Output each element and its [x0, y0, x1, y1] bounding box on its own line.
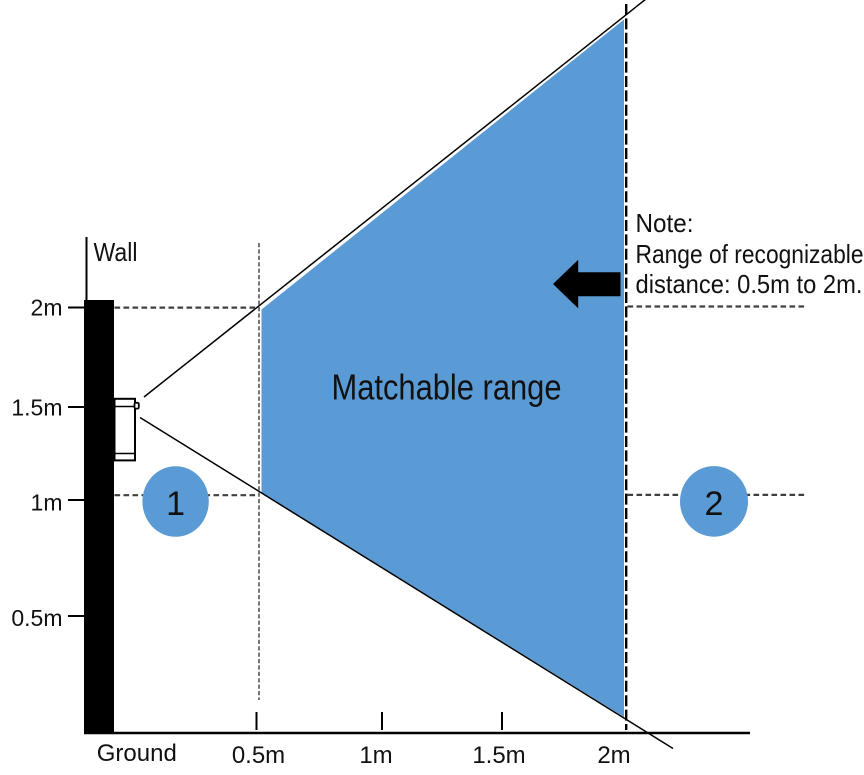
svg-text:Range of recognizable: Range of recognizable: [636, 239, 864, 269]
svg-text:0.5m: 0.5m: [232, 742, 285, 769]
svg-text:1m: 1m: [31, 490, 63, 516]
svg-text:Matchable range: Matchable range: [332, 366, 562, 407]
svg-text:1m: 1m: [359, 742, 392, 769]
svg-text:Ground: Ground: [97, 740, 177, 767]
svg-text:2: 2: [705, 485, 724, 523]
svg-text:Wall: Wall: [94, 237, 138, 267]
svg-text:distance: 0.5m to 2m.: distance: 0.5m to 2m.: [636, 269, 863, 299]
svg-text:0.5m: 0.5m: [11, 605, 62, 631]
svg-text:1.5m: 1.5m: [472, 742, 525, 769]
svg-text:1: 1: [166, 485, 185, 523]
svg-text:2m: 2m: [597, 742, 630, 769]
svg-text:2m: 2m: [31, 295, 63, 321]
svg-text:1.5m: 1.5m: [11, 395, 62, 421]
svg-text:Note:: Note:: [636, 208, 694, 238]
